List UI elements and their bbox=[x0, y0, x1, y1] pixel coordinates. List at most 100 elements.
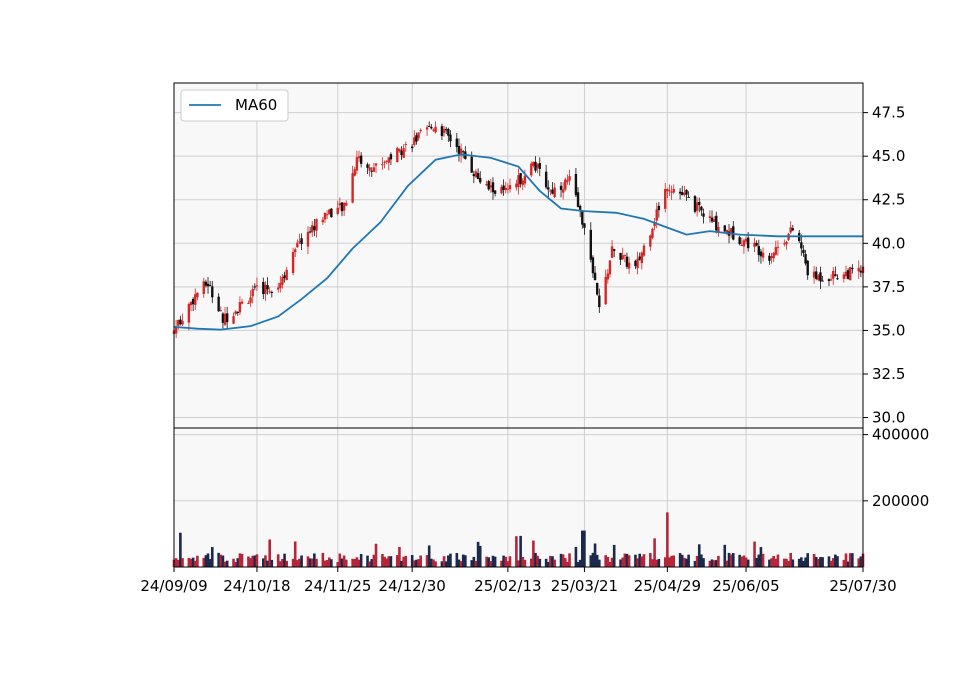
candle-body bbox=[725, 229, 729, 234]
candle-body bbox=[783, 243, 786, 245]
candle-body bbox=[693, 196, 697, 212]
candle-body bbox=[836, 278, 839, 280]
candle-body bbox=[238, 302, 242, 313]
candle-body bbox=[695, 202, 699, 211]
candle-body bbox=[761, 252, 765, 258]
volume-bar bbox=[236, 558, 240, 567]
volume-bar bbox=[742, 555, 746, 567]
candle-body bbox=[742, 240, 746, 247]
candle-body bbox=[621, 255, 624, 260]
candle-body bbox=[474, 171, 478, 178]
candle-body bbox=[234, 311, 237, 315]
volume-bar bbox=[670, 555, 673, 567]
candle-body bbox=[842, 274, 846, 279]
candle-body bbox=[279, 282, 282, 289]
candle-body bbox=[457, 146, 461, 154]
candle-body bbox=[523, 175, 527, 184]
candle-body bbox=[642, 245, 646, 256]
candle-body bbox=[653, 222, 656, 227]
candle-body bbox=[291, 252, 295, 274]
candle-body bbox=[849, 267, 852, 281]
candle-body bbox=[442, 129, 446, 133]
volume-bar bbox=[340, 558, 344, 567]
candle-body bbox=[470, 156, 473, 173]
volume-bar bbox=[712, 560, 716, 567]
candle-body bbox=[174, 326, 178, 334]
candle-body bbox=[549, 190, 552, 192]
volume-bar bbox=[744, 557, 748, 567]
price-y-tick-label: 40.0 bbox=[872, 234, 905, 252]
candle-body bbox=[812, 271, 816, 278]
candle-body bbox=[202, 281, 205, 294]
volume-bar bbox=[517, 560, 520, 567]
candle-body bbox=[313, 226, 316, 231]
candle-body bbox=[315, 219, 318, 231]
candle-body bbox=[223, 313, 227, 325]
volume-bar bbox=[336, 562, 340, 567]
candle-body bbox=[755, 243, 758, 246]
candle-body bbox=[770, 256, 773, 258]
x-tick-label: 24/10/18 bbox=[223, 577, 290, 595]
volume-bar bbox=[351, 558, 354, 567]
candle-body bbox=[759, 251, 763, 257]
volume-bar bbox=[444, 561, 448, 567]
candle-body bbox=[804, 254, 807, 264]
candle-body bbox=[753, 242, 756, 247]
volume-bar bbox=[217, 552, 220, 567]
candle-body bbox=[402, 148, 405, 158]
candle-body bbox=[593, 272, 597, 281]
volume-bar bbox=[357, 559, 361, 567]
candle-body bbox=[581, 211, 584, 225]
volume-bar bbox=[668, 557, 671, 567]
volume-bar bbox=[738, 554, 741, 567]
volume-bar bbox=[440, 561, 444, 567]
volume-bar bbox=[731, 553, 735, 567]
volume-bar bbox=[521, 556, 525, 567]
candle-body bbox=[859, 270, 863, 273]
volume-bar bbox=[551, 556, 554, 567]
candle-body bbox=[385, 160, 388, 162]
volume-bar bbox=[649, 553, 652, 567]
volume-bar bbox=[368, 561, 371, 567]
candle-body bbox=[857, 267, 860, 272]
candle-body bbox=[396, 147, 399, 163]
candle-body bbox=[447, 129, 450, 136]
volume-bar bbox=[714, 560, 718, 567]
price-y-axis: 30.0 32.5 35.0 37.5 40.0 42.5 45.0 47.5 bbox=[863, 104, 905, 427]
price-candles bbox=[172, 121, 865, 339]
candle-body bbox=[204, 281, 208, 286]
volume-bar bbox=[206, 553, 210, 567]
candle-body bbox=[430, 126, 433, 129]
volume-bar bbox=[342, 555, 346, 567]
volume-bar bbox=[374, 543, 378, 567]
volume-bar bbox=[634, 554, 637, 567]
volume-bar bbox=[255, 554, 259, 567]
volume-bar bbox=[476, 541, 480, 567]
candle-body bbox=[440, 126, 444, 137]
volume-bar bbox=[434, 561, 437, 567]
candle-body bbox=[553, 187, 556, 197]
volume-bar bbox=[325, 560, 329, 567]
volume-bar bbox=[651, 559, 654, 567]
volume-bar bbox=[800, 557, 803, 567]
price-y-tick-label: 45.0 bbox=[872, 147, 905, 165]
candle-body bbox=[296, 242, 299, 248]
candle-body bbox=[776, 246, 780, 248]
volume-bar bbox=[208, 559, 212, 567]
candle-body bbox=[449, 134, 452, 142]
volume-bar bbox=[425, 555, 429, 567]
candle-body bbox=[819, 272, 822, 282]
x-tick-label: 25/06/05 bbox=[712, 577, 779, 595]
volume-bar bbox=[449, 553, 452, 567]
volume-bar bbox=[187, 557, 191, 567]
volume-bar bbox=[191, 557, 195, 567]
candle-body bbox=[832, 270, 835, 279]
candle-body bbox=[732, 226, 735, 240]
candle-body bbox=[623, 254, 627, 256]
volume-bar bbox=[772, 555, 775, 567]
candle-body bbox=[370, 170, 373, 172]
candle-body bbox=[774, 247, 778, 255]
volume-bar bbox=[768, 559, 771, 567]
volume-bar bbox=[653, 538, 656, 567]
volume-bar bbox=[489, 561, 493, 567]
